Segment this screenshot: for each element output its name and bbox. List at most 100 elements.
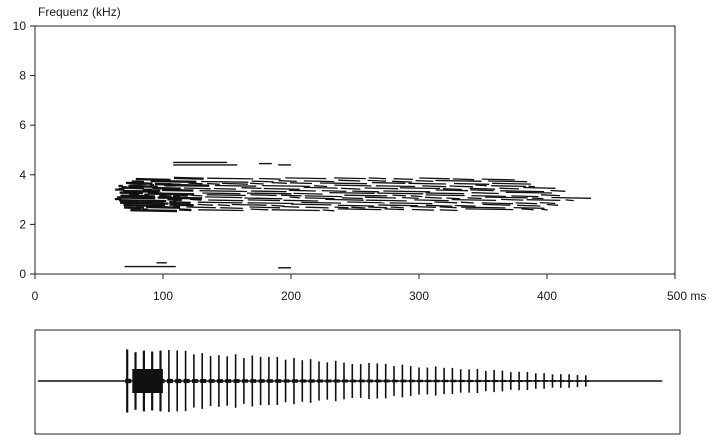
spectrogram-streak bbox=[283, 199, 319, 202]
spectrogram-onset-mark bbox=[152, 192, 162, 195]
spectrogram-streak bbox=[150, 179, 197, 183]
spectrogram-streak bbox=[364, 187, 399, 190]
spectrogram-streak bbox=[250, 182, 264, 185]
spectrogram-onset-mark bbox=[150, 184, 155, 187]
spectrogram-streak bbox=[231, 203, 267, 206]
spectrogram-streak bbox=[351, 206, 366, 209]
spectrogram-streak bbox=[206, 182, 220, 185]
spectrogram-onset-mark bbox=[121, 199, 129, 202]
spectrogram-streak bbox=[271, 209, 320, 212]
y-tick-label: 0 bbox=[19, 267, 26, 281]
spectrogram-onset-mark bbox=[159, 206, 168, 209]
spectrogram-streak bbox=[135, 177, 171, 182]
y-tick-label: 6 bbox=[19, 118, 26, 132]
spectrogram-streak bbox=[214, 184, 257, 187]
waveform-onset-block bbox=[132, 369, 163, 393]
spectrogram-streak bbox=[481, 202, 514, 205]
spectrogram-streak bbox=[303, 180, 335, 183]
spectrogram-streak bbox=[251, 180, 274, 183]
spectrogram-streak bbox=[435, 179, 482, 182]
spectrogram-streak bbox=[371, 181, 406, 184]
spectrogram-streak bbox=[250, 194, 277, 197]
spectrogram-streak bbox=[241, 187, 262, 190]
spectrogram-streak bbox=[341, 187, 361, 190]
spectrogram-streak bbox=[392, 194, 406, 197]
spectrogram-streak bbox=[334, 184, 372, 187]
spectrogram-streak bbox=[526, 199, 561, 202]
spectrogram-onset-mark bbox=[166, 183, 172, 186]
spectrogram-onset-mark bbox=[146, 195, 156, 199]
spectrogram-streak bbox=[515, 202, 538, 205]
y-tick-label: 10 bbox=[13, 19, 27, 33]
spectrogram-streak bbox=[378, 204, 418, 207]
spectrogram-streak bbox=[467, 197, 482, 200]
spectrogram-onset-mark bbox=[142, 208, 149, 211]
spectrogram-streak bbox=[250, 208, 269, 211]
spectrogram-streak bbox=[157, 196, 203, 200]
spectrogram-streak bbox=[482, 203, 511, 206]
spectrogram-streak bbox=[384, 208, 405, 211]
spectrogram-streak bbox=[169, 203, 194, 207]
spectrogram-streak bbox=[505, 191, 553, 194]
x-tick-label: 500 ms bbox=[667, 289, 706, 303]
spectrogram-streak bbox=[131, 180, 145, 184]
spectrogram-streak bbox=[334, 177, 366, 180]
spectrogram-onset-mark bbox=[161, 202, 169, 205]
spectrogram-onset-mark bbox=[114, 198, 122, 201]
spectrogram-onset-mark bbox=[161, 203, 166, 206]
spectrogram-streak bbox=[314, 185, 328, 188]
spectrogram-streak bbox=[301, 201, 341, 204]
spectrogram-streak bbox=[460, 201, 474, 204]
spectrogram-streak bbox=[454, 204, 476, 207]
spectrogram-onset-mark bbox=[118, 184, 123, 187]
spectrogram-streak bbox=[411, 208, 434, 211]
spectrogram-streak bbox=[446, 197, 461, 200]
spectrogram-streak bbox=[565, 199, 574, 202]
spectrogram-onset-mark bbox=[142, 188, 152, 191]
spectrogram-streak bbox=[247, 202, 294, 205]
spectrogram-streak bbox=[449, 185, 474, 188]
spectrogram-streak bbox=[290, 182, 313, 185]
spectrogram-streak bbox=[415, 179, 434, 182]
spectrogram-streak bbox=[521, 208, 534, 211]
spectrogram-streak bbox=[500, 198, 524, 201]
spectrogram-streak bbox=[492, 182, 532, 185]
spectrogram-streak bbox=[206, 194, 246, 197]
spectrogram-streak bbox=[402, 196, 419, 200]
spectrogram-streak bbox=[329, 191, 375, 194]
spectrogram-streak bbox=[200, 180, 249, 183]
spectrogram-streak bbox=[528, 185, 536, 188]
spectrogram-streak bbox=[439, 206, 457, 209]
spectrogram-streak bbox=[517, 204, 541, 207]
spectrogram-panel: Frequenz (kHz) 0 2 4 6 8 10 0 100 200 300 400 500 … bbox=[13, 5, 707, 303]
spectrogram-streak bbox=[414, 199, 449, 202]
spectrogram-onset-mark bbox=[119, 191, 129, 194]
spectrogram-streak bbox=[389, 202, 433, 205]
spectrogram-streak bbox=[197, 203, 214, 206]
spectrogram-streak bbox=[271, 204, 285, 207]
spectrogram-onset-mark bbox=[149, 204, 155, 207]
spectrogram-streak bbox=[469, 187, 496, 190]
spectrogram-streak bbox=[487, 180, 528, 183]
spectrogram-onset-mark bbox=[144, 193, 149, 196]
spectrogram-streak bbox=[451, 198, 497, 202]
spectrogram-onset-mark bbox=[141, 182, 146, 185]
spectrogram-onset-mark bbox=[162, 199, 167, 203]
spectrogram-streak bbox=[425, 204, 453, 207]
spectrogram-streak bbox=[425, 194, 465, 197]
spectrogram-streak bbox=[471, 194, 506, 198]
spectrogram-streak bbox=[244, 197, 283, 200]
spectrogram-onset-mark bbox=[156, 202, 161, 205]
spectrogram-streak bbox=[162, 188, 194, 192]
spectrogram-streak bbox=[152, 186, 181, 190]
spectrogram-streak bbox=[347, 201, 385, 204]
spectrogram-streak bbox=[375, 185, 415, 188]
spectrogram-streak bbox=[303, 186, 338, 189]
spectrogram-streak bbox=[188, 182, 203, 185]
x-tick-label: 0 bbox=[32, 289, 39, 303]
spectrogram-streak bbox=[399, 187, 441, 190]
spectrogram-streak bbox=[337, 208, 382, 211]
spectrogram-onset-mark bbox=[118, 187, 125, 190]
x-tick-label: 200 bbox=[281, 289, 301, 303]
spectrogram-streak bbox=[539, 201, 556, 205]
